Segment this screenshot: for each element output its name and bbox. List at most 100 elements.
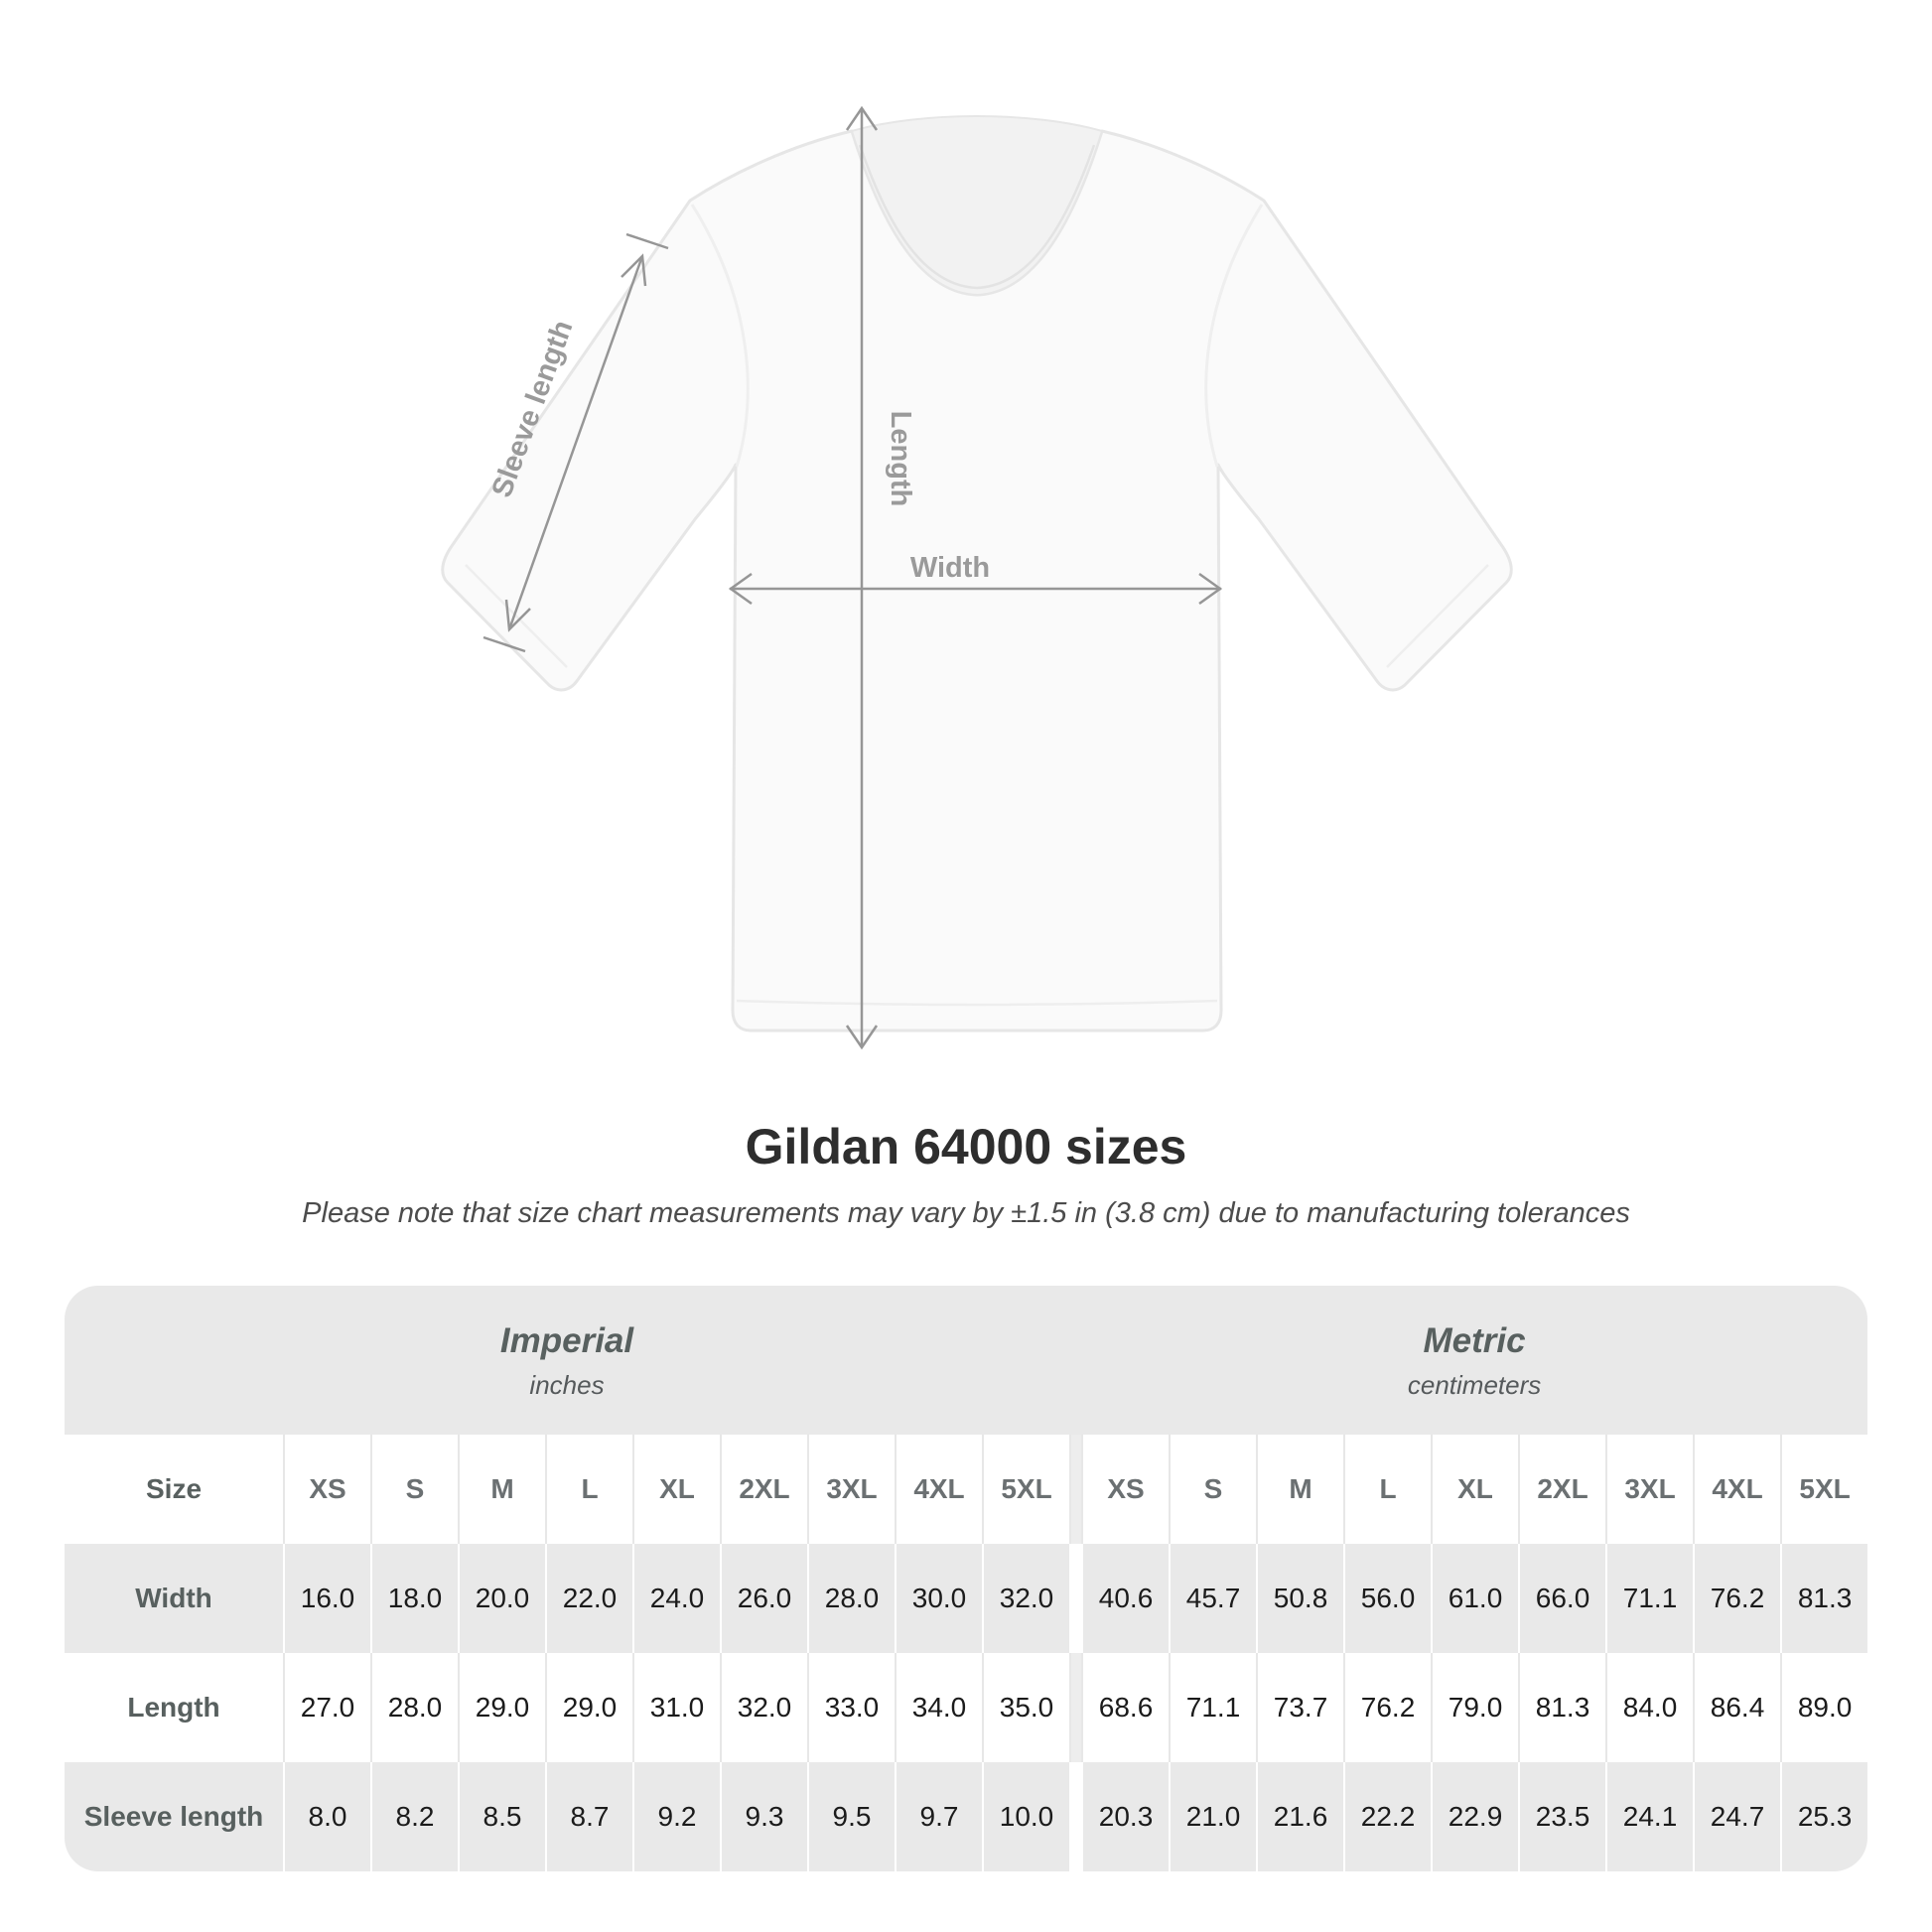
- page-title: Gildan 64000 sizes: [745, 1119, 1187, 1174]
- length-imperial-l: 29.0: [545, 1653, 632, 1762]
- width-metric-xs: 40.6: [1081, 1544, 1170, 1653]
- width-metric-l: 56.0: [1343, 1544, 1432, 1653]
- right-sleeve-seam: [1204, 204, 1264, 468]
- width-metric-2xl: 66.0: [1518, 1544, 1606, 1653]
- sleeve-imperial-3xl: 9.5: [807, 1762, 895, 1871]
- tolerance-note: Please note that size chart measurements…: [302, 1197, 1630, 1229]
- imperial-size-xl: XL: [632, 1435, 720, 1544]
- imperial-size-xs: XS: [283, 1435, 370, 1544]
- imperial-label: Imperial: [499, 1320, 634, 1360]
- sleeve-imperial-xs: 8.0: [283, 1762, 370, 1871]
- sleeve-imperial-5xl: 10.0: [982, 1762, 1070, 1871]
- length-imperial-s: 28.0: [370, 1653, 458, 1762]
- sleeve-imperial-l: 8.7: [545, 1762, 632, 1871]
- length-row-label: Length: [65, 1653, 283, 1762]
- right-sleeve-hem-stitch: [1386, 564, 1489, 668]
- sleeve-metric-4xl: 24.7: [1693, 1762, 1781, 1871]
- imperial-size-2xl: 2XL: [720, 1435, 807, 1544]
- width-imperial-2xl: 26.0: [720, 1544, 807, 1653]
- length-imperial-xs: 27.0: [283, 1653, 370, 1762]
- sleeve-metric-2xl: 23.5: [1518, 1762, 1606, 1871]
- length-metric-4xl: 86.4: [1693, 1653, 1781, 1762]
- width-metric-5xl: 81.3: [1780, 1544, 1867, 1653]
- metric-unit: centimeters: [1407, 1370, 1542, 1401]
- width-row-label: Width: [65, 1544, 283, 1653]
- sleeve-metric-l: 22.2: [1343, 1762, 1432, 1871]
- imperial-size-5xl: 5XL: [982, 1435, 1070, 1544]
- length-metric-5xl: 89.0: [1780, 1653, 1867, 1762]
- left-sleeve-hem-stitch: [465, 564, 568, 668]
- bottom-hem-stitch: [736, 999, 1218, 1007]
- length-label: Length: [885, 411, 916, 507]
- width-metric-4xl: 76.2: [1693, 1544, 1781, 1653]
- width-imperial-s: 18.0: [370, 1544, 458, 1653]
- width-label: Width: [910, 552, 990, 584]
- length-row: Length 27.0 28.0 29.0 29.0 31.0 32.0 33.…: [65, 1653, 1867, 1762]
- length-imperial-3xl: 33.0: [807, 1653, 895, 1762]
- sleeve-metric-xl: 22.9: [1431, 1762, 1519, 1871]
- length-imperial-4xl: 34.0: [895, 1653, 982, 1762]
- length-metric-l: 76.2: [1343, 1653, 1432, 1762]
- width-metric-s: 45.7: [1169, 1544, 1257, 1653]
- unit-divider: [1069, 1286, 1082, 1435]
- imperial-unit: inches: [529, 1370, 605, 1401]
- imperial-size-m: M: [458, 1435, 545, 1544]
- sleeve-metric-xs: 20.3: [1081, 1762, 1170, 1871]
- width-imperial-5xl: 32.0: [982, 1544, 1070, 1653]
- imperial-size-l: L: [545, 1435, 632, 1544]
- unit-divider: [1069, 1653, 1082, 1762]
- width-metric-xl: 61.0: [1431, 1544, 1519, 1653]
- metric-size-m: M: [1256, 1435, 1344, 1544]
- length-metric-m: 73.7: [1256, 1653, 1344, 1762]
- metric-size-4xl: 4XL: [1693, 1435, 1781, 1544]
- metric-size-5xl: 5XL: [1780, 1435, 1867, 1544]
- imperial-size-3xl: 3XL: [807, 1435, 895, 1544]
- tshirt-neck-opening: [850, 115, 1104, 297]
- size-header-row: Size XS S M L XL 2XL 3XL 4XL 5XL XS S M …: [65, 1435, 1867, 1544]
- width-metric-3xl: 71.1: [1605, 1544, 1694, 1653]
- unit-divider: [1069, 1544, 1082, 1653]
- metric-group-header: Metric centimeters: [1081, 1286, 1867, 1435]
- length-imperial-m: 29.0: [458, 1653, 545, 1762]
- width-metric-m: 50.8: [1256, 1544, 1344, 1653]
- sleeve-metric-5xl: 25.3: [1780, 1762, 1867, 1871]
- sleeve-imperial-s: 8.2: [370, 1762, 458, 1871]
- width-dimension-arrow: [728, 572, 1223, 606]
- size-table: Imperial inches Metric centimeters Size …: [65, 1286, 1867, 1871]
- sleeve-metric-3xl: 24.1: [1605, 1762, 1694, 1871]
- sleeve-imperial-4xl: 9.7: [895, 1762, 982, 1871]
- sleeve-imperial-xl: 9.2: [632, 1762, 720, 1871]
- left-sleeve-seam: [690, 204, 750, 468]
- sleeve-imperial-2xl: 9.3: [720, 1762, 807, 1871]
- length-metric-2xl: 81.3: [1518, 1653, 1606, 1762]
- length-imperial-5xl: 35.0: [982, 1653, 1070, 1762]
- imperial-group-header: Imperial inches: [65, 1286, 1070, 1435]
- sleeve-imperial-m: 8.5: [458, 1762, 545, 1871]
- metric-size-2xl: 2XL: [1518, 1435, 1606, 1544]
- width-row: Width 16.0 18.0 20.0 22.0 24.0 26.0 28.0…: [65, 1544, 1867, 1653]
- metric-size-xl: XL: [1431, 1435, 1519, 1544]
- metric-size-xs: XS: [1081, 1435, 1170, 1544]
- sleeve-length-row: Sleeve length 8.0 8.2 8.5 8.7 9.2 9.3 9.…: [65, 1762, 1867, 1871]
- metric-size-3xl: 3XL: [1605, 1435, 1694, 1544]
- length-imperial-xl: 31.0: [632, 1653, 720, 1762]
- unit-divider: [1069, 1435, 1082, 1544]
- width-imperial-3xl: 28.0: [807, 1544, 895, 1653]
- unit-group-row: Imperial inches Metric centimeters: [65, 1286, 1867, 1435]
- metric-size-l: L: [1343, 1435, 1432, 1544]
- length-imperial-2xl: 32.0: [720, 1653, 807, 1762]
- metric-label: Metric: [1423, 1320, 1526, 1360]
- sleeve-dimension-arrow: [483, 232, 669, 653]
- length-metric-xs: 68.6: [1081, 1653, 1170, 1762]
- width-imperial-l: 22.0: [545, 1544, 632, 1653]
- size-header-cell: Size: [65, 1435, 283, 1544]
- metric-size-s: S: [1169, 1435, 1257, 1544]
- width-imperial-4xl: 30.0: [895, 1544, 982, 1653]
- length-dimension-arrow: [845, 105, 879, 1050]
- unit-divider: [1069, 1762, 1082, 1871]
- length-metric-3xl: 84.0: [1605, 1653, 1694, 1762]
- imperial-size-s: S: [370, 1435, 458, 1544]
- length-metric-s: 71.1: [1169, 1653, 1257, 1762]
